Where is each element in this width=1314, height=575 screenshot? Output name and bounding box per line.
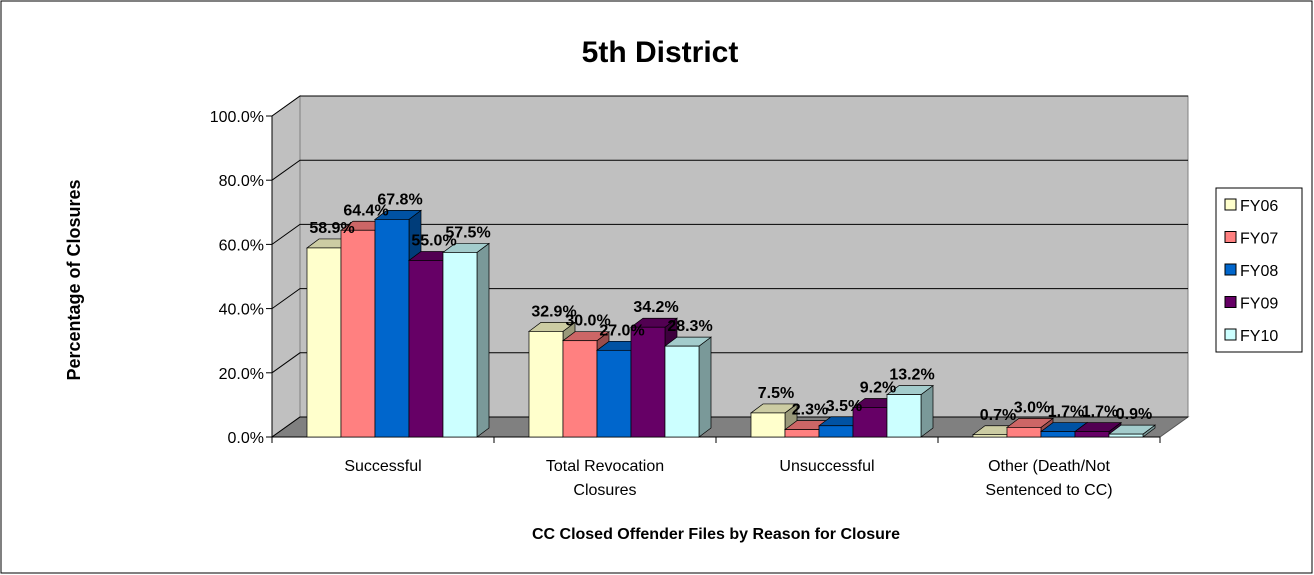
bar [374,219,410,438]
value-label: 3.5% [826,398,862,415]
y-tick-label: 80.0% [219,173,264,190]
value-label: 32.9% [531,303,576,320]
value-label: 55.0% [411,232,456,249]
bar-group [441,242,491,438]
bar [784,429,820,438]
legend-label: FY08 [1240,263,1278,280]
bar [750,412,786,438]
bar [972,434,1008,438]
value-label: 34.2% [633,299,678,316]
bar-group [1107,424,1157,438]
side-wall [271,95,301,438]
value-label: 2.3% [792,402,828,419]
value-label: 58.9% [309,220,354,237]
bar [340,229,376,438]
bar [596,349,632,438]
value-label: 57.5% [445,224,490,241]
bar-group [885,384,935,438]
value-label: 13.2% [889,367,934,384]
bar [1074,431,1110,438]
value-label: 27.0% [599,322,644,339]
value-label: 0.7% [980,407,1016,424]
bar-side [698,336,712,438]
value-label: 64.4% [343,202,388,219]
value-label: 0.9% [1116,406,1152,423]
y-tick-label: 0.0% [228,430,264,447]
bar [1040,431,1076,438]
y-axis-label: Percentage of Closures [64,179,84,380]
legend-label: FY10 [1240,328,1278,345]
y-tick-label: 60.0% [219,237,264,254]
legend-label: FY07 [1240,231,1278,248]
value-label: 9.2% [860,379,896,396]
bar-side [476,242,490,438]
bar-group [663,336,713,438]
grid-line [271,95,1188,117]
legend: FY06 FY07 FY08 FY09 FY10 [1215,187,1303,353]
x-tick-label: Other (Death/Not Sentenced to CC) [985,458,1112,499]
legend-label: FY09 [1240,296,1278,313]
bar [408,260,444,438]
legend-swatch [1224,296,1237,308]
y-tick-label: 20.0% [219,366,264,383]
bar [886,394,922,438]
grid-line [271,352,1188,374]
value-label: 30.0% [565,313,610,330]
x-tick-label: Successful [344,458,421,475]
x-axis-label: CC Closed Offender Files by Reason for C… [532,526,900,543]
x-tick-label: Total Revocation Closures [546,458,664,499]
legend-swatch [1224,328,1237,341]
bar [306,247,342,438]
legend-label: FY06 [1240,198,1278,215]
value-label: 67.8% [377,191,422,208]
grid-line [271,159,1188,181]
chart-title: 5th District [582,36,739,69]
bar [1006,427,1042,438]
legend-swatch [1224,231,1237,243]
bar [1108,433,1144,438]
legend-swatch [1224,198,1237,211]
value-label: 1.7% [1082,404,1118,421]
grid-line [271,288,1188,310]
bar [852,407,888,438]
value-label: 28.3% [667,318,712,335]
bar [442,252,478,438]
bar [630,326,666,438]
bar [528,331,564,438]
x-tick-label: Unsuccessful [779,458,874,475]
grid-line [271,223,1188,245]
legend-swatch [1224,263,1237,276]
value-label: 3.0% [1014,399,1050,416]
bar [562,340,598,438]
y-tick-label: 100.0% [210,109,264,126]
bar [818,425,854,438]
bar [664,345,700,438]
value-label: 7.5% [758,385,794,402]
value-label: 1.7% [1048,404,1084,421]
y-tick-label: 40.0% [219,302,264,319]
